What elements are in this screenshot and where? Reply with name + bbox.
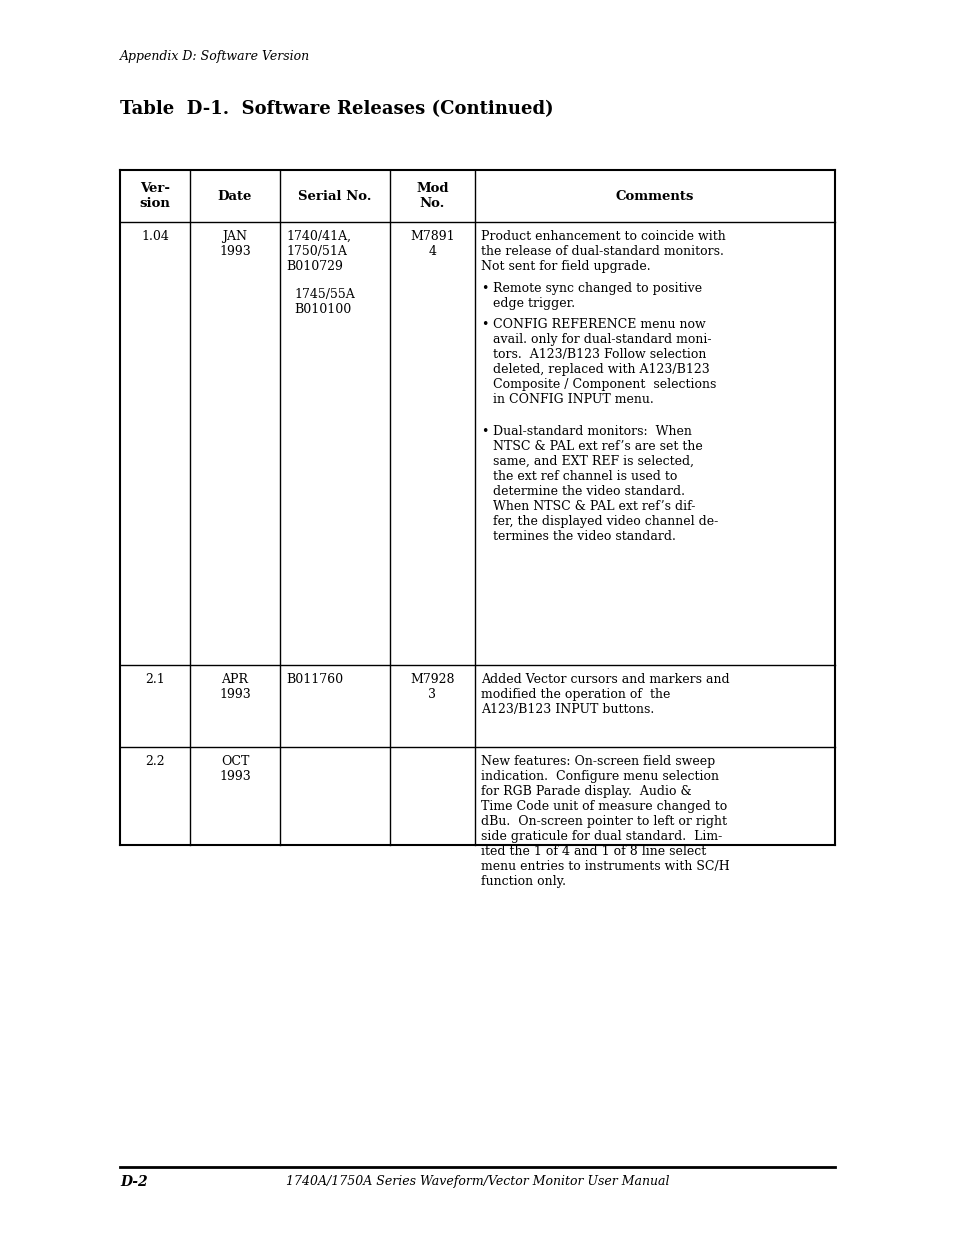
Text: APR
1993: APR 1993: [219, 673, 251, 701]
Text: Comments: Comments: [616, 189, 694, 203]
Text: 2.1: 2.1: [145, 673, 165, 685]
Text: Product enhancement to coincide with
the release of dual-standard monitors.
Not : Product enhancement to coincide with the…: [480, 230, 725, 273]
Text: 1.04: 1.04: [141, 230, 169, 243]
Text: •: •: [480, 317, 488, 331]
Text: •: •: [480, 282, 488, 295]
Text: Table  D-1.  Software Releases (Continued): Table D-1. Software Releases (Continued): [120, 100, 553, 119]
Text: Added Vector cursors and markers and
modified the operation of  the
A123/B123 IN: Added Vector cursors and markers and mod…: [480, 673, 729, 716]
Text: 2.2: 2.2: [145, 755, 165, 768]
Text: Dual-standard monitors:  When
NTSC & PAL ext ref’s are set the
same, and EXT REF: Dual-standard monitors: When NTSC & PAL …: [493, 425, 718, 543]
Text: D-2: D-2: [120, 1174, 148, 1189]
Text: Remote sync changed to positive
edge trigger.: Remote sync changed to positive edge tri…: [493, 282, 701, 310]
Text: 1740/41A,
1750/51A
B010729: 1740/41A, 1750/51A B010729: [286, 230, 351, 273]
Text: Serial No.: Serial No.: [298, 189, 372, 203]
Text: •: •: [480, 425, 488, 438]
Text: M7928
3: M7928 3: [410, 673, 455, 701]
Text: Appendix D: Software Version: Appendix D: Software Version: [120, 49, 310, 63]
Text: JAN
1993: JAN 1993: [219, 230, 251, 258]
Text: Date: Date: [217, 189, 252, 203]
Text: 1740A/1750A Series Waveform/Vector Monitor User Manual: 1740A/1750A Series Waveform/Vector Monit…: [286, 1174, 669, 1188]
Text: Mod
No.: Mod No.: [416, 182, 448, 210]
Text: 1745/55A
B010100: 1745/55A B010100: [294, 288, 355, 316]
Text: OCT
1993: OCT 1993: [219, 755, 251, 783]
Text: New features: On-screen field sweep
indication.  Configure menu selection
for RG: New features: On-screen field sweep indi…: [480, 755, 729, 888]
Text: Ver-
sion: Ver- sion: [139, 182, 171, 210]
Text: M7891
4: M7891 4: [410, 230, 455, 258]
Text: B011760: B011760: [286, 673, 343, 685]
Text: CONFIG REFERENCE menu now
avail. only for dual-standard moni-
tors.  A123/B123 F: CONFIG REFERENCE menu now avail. only fo…: [493, 317, 716, 406]
